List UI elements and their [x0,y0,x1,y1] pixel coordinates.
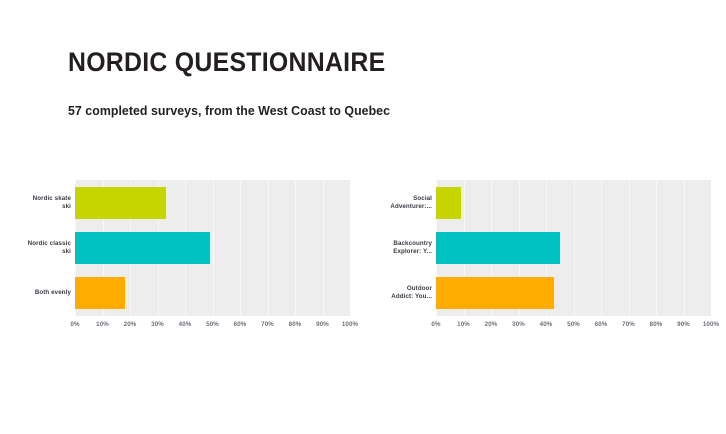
slide-header: NORDIC QUESTIONNAIRE 57 completed survey… [68,47,668,119]
x-axis-tick: 40% [539,321,553,328]
x-axis-tick: 30% [151,321,164,328]
category-label: Nordic skate ski [32,194,71,210]
gridline [212,180,214,316]
chart-body: Nordic skate ski Nordic classic ski Both e… [20,180,350,316]
x-axis-tick: 90% [316,321,329,328]
x-axis: 0% 10% 20% 30% 40% 50% 60% 70% 80% 90% 100% [431,318,719,332]
x-axis-tick: 30% [512,321,525,328]
gridline [573,180,575,316]
x-axis-tick: 0% [431,321,441,328]
x-axis-tick: 50% [206,321,219,328]
x-axis-tick: 80% [288,321,302,328]
chart-skier-persona: Social Adventurer:... Backcountry Explore… [381,180,719,335]
x-axis-tick: 100% [702,321,720,328]
gridline [601,180,602,316]
category-label: Nordic classic ski [27,240,71,255]
page-subtitle: 57 completed surveys, from the West Coas… [68,103,391,119]
bar [75,186,166,219]
chart-body: Social Adventurer:... Backcountry Explore… [381,180,711,316]
category-label: Social Adventurer:... [390,194,432,210]
x-axis-tick: 20% [484,321,498,328]
x-axis-tick: 20% [123,321,137,328]
bar [75,232,210,264]
x-axis-tick: 10% [457,321,470,328]
bar [436,186,461,219]
bar [75,277,125,310]
plot-area [75,180,350,316]
x-axis-tick: 10% [96,321,109,328]
x-axis-tick: 40% [178,321,192,328]
category-axis: Social Adventurer:... Backcountry Explore… [381,180,436,316]
x-axis-tick: 50% [567,321,580,328]
gridline [240,180,241,316]
x-axis-tick: 80% [649,321,663,328]
x-axis-tick: 70% [261,321,274,328]
charts-row: Nordic skate ski Nordic classic ski Both e… [0,180,726,340]
page-title: NORDIC QUESTIONNAIRE [68,47,386,77]
category-label: Outdoor Addict: You... [391,285,432,301]
x-axis-tick: 60% [233,321,247,328]
gridline [656,180,657,316]
x-axis-tick: 90% [677,321,690,328]
gridline [322,180,324,316]
x-axis-tick: 70% [622,321,635,328]
gridline [683,180,685,316]
gridline [295,180,296,316]
category-label: Backcountry Explorer: Y... [393,240,432,255]
x-axis-tick: 60% [594,321,608,328]
plot-area [436,180,711,316]
x-axis: 0% 10% 20% 30% 40% 50% 60% 70% 80% 90% 100% [70,318,358,332]
gridline [628,180,630,316]
category-axis: Nordic skate ski Nordic classic ski Both e… [20,180,75,316]
x-axis-tick: 100% [341,321,359,328]
category-label: Both evenly [34,289,71,297]
x-axis-tick: 0% [70,321,80,328]
bar [436,277,555,310]
bar [436,232,560,264]
gridline [267,180,269,316]
chart-ski-style: Nordic skate ski Nordic classic ski Both e… [20,180,358,335]
